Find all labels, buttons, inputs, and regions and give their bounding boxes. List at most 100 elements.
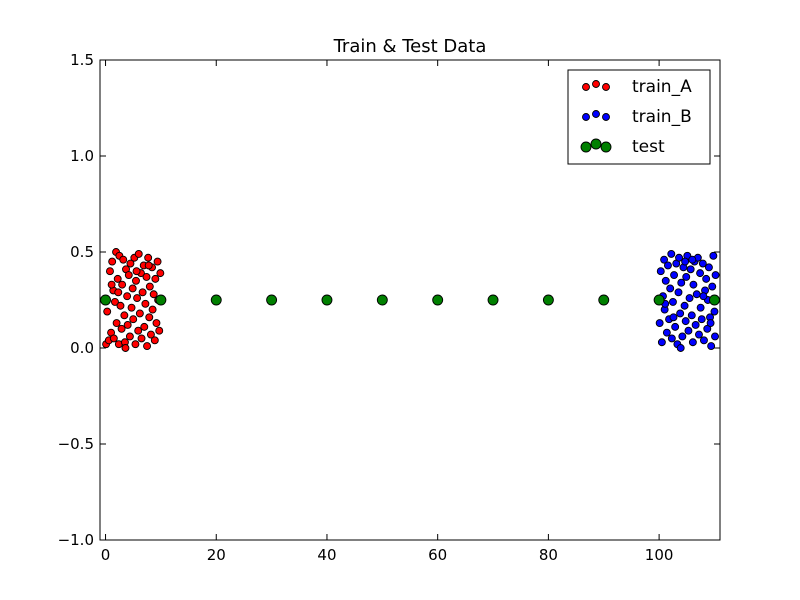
train_A-point: [119, 255, 128, 264]
x-tick-label: 20: [207, 546, 226, 564]
train_B-point: [684, 326, 693, 335]
legend-entry-test: test: [580, 137, 665, 157]
train_A-point: [113, 274, 122, 283]
test-point: [542, 294, 554, 306]
train_A-point: [128, 284, 137, 293]
train_B-point: [682, 273, 691, 281]
train_B-point: [691, 321, 700, 329]
series-test: [100, 294, 720, 306]
train_A-point: [120, 311, 129, 320]
train_B-point: [671, 322, 680, 331]
train_B-point: [657, 338, 666, 347]
train_A-point: [146, 330, 155, 339]
train_A-point: [108, 257, 117, 266]
train_B-point: [666, 284, 675, 293]
train_B-point: [685, 294, 694, 303]
train_B-point: [706, 319, 715, 327]
test-point: [376, 294, 388, 306]
train_A-point: [137, 334, 146, 343]
train_A-point: [141, 299, 150, 308]
train_B-point: [688, 338, 697, 347]
train_A-point: [140, 322, 149, 331]
y-tick-label: 1.0: [70, 147, 94, 165]
train_A-point: [132, 267, 141, 276]
train_A-point: [114, 288, 123, 297]
legend-label: test: [632, 137, 665, 157]
train_B-point: [676, 344, 685, 352]
y-axis: −1.0 −0.5 0.0 0.5 1.0 1.5: [58, 51, 720, 549]
train_B-point: [687, 311, 696, 320]
train_A-point: [148, 305, 157, 314]
train_A-point: [134, 249, 143, 258]
legend-entry-train_A: train_A: [582, 77, 692, 97]
train_B-point: [708, 282, 717, 291]
train_A-point: [106, 267, 114, 276]
train_B-point: [667, 249, 676, 258]
test-point: [653, 294, 665, 306]
x-tick-label: 80: [539, 546, 558, 564]
y-tick-label: 0.5: [70, 243, 94, 261]
chart-title: Train & Test Data: [333, 36, 487, 57]
train_B-point: [669, 313, 678, 322]
test-point: [266, 294, 278, 306]
test-point: [155, 294, 167, 306]
train_B-point: [676, 309, 685, 318]
train_A-point: [135, 309, 144, 318]
train_B-point: [688, 255, 697, 264]
train_B-point: [680, 301, 689, 310]
train_B-point: [681, 257, 690, 266]
train_B-point: [692, 290, 701, 299]
train_A-point: [126, 259, 135, 268]
test-point: [598, 294, 610, 306]
train_B-point: [702, 274, 711, 283]
train_A-point: [123, 321, 132, 329]
legend-box: [567, 69, 711, 165]
train_B-point: [686, 265, 695, 274]
plot-clip: [100, 248, 720, 352]
x-tick-label: 0: [101, 546, 111, 564]
train_B-point: [662, 328, 671, 337]
train_B-point: [670, 271, 679, 279]
train_A-point: [107, 280, 116, 289]
train_A-point: [144, 261, 153, 270]
legend-marker: [600, 141, 612, 153]
legend-marker: [602, 83, 610, 91]
train_B-point: [697, 315, 706, 324]
train_A-point: [145, 282, 154, 291]
x-tick-label: 100: [645, 546, 674, 564]
data-marks: [100, 248, 720, 352]
train_A-point: [109, 334, 118, 343]
train_A-point: [150, 336, 159, 345]
train_A-point: [143, 342, 152, 351]
train_A-point: [103, 307, 112, 316]
train_A-point: [133, 294, 142, 303]
legend-marker: [592, 110, 600, 118]
y-tick-label: 0.0: [70, 339, 94, 357]
train_B-point: [699, 292, 708, 301]
train_B-point: [699, 336, 708, 345]
test-point: [321, 294, 333, 306]
test-point: [709, 294, 720, 306]
train_B-point: [655, 319, 664, 327]
train_A-point: [144, 253, 153, 262]
train_B-point: [678, 332, 687, 341]
y-tick-label: −1.0: [58, 531, 94, 549]
train_A-point: [132, 276, 140, 285]
train_B-point: [696, 269, 705, 278]
train_A-point: [118, 280, 127, 289]
train_B-point: [710, 307, 719, 316]
train_A-point: [110, 297, 119, 306]
train_B-point: [689, 280, 698, 289]
train_B-point: [660, 255, 669, 264]
train_A-point: [125, 332, 134, 341]
train_A-point: [145, 313, 154, 322]
train_B-point: [704, 263, 713, 272]
train_B-point: [664, 261, 672, 270]
x-tick-label: 40: [317, 546, 336, 564]
legend-marker: [582, 113, 590, 121]
train_A-point: [123, 292, 132, 301]
train_A-point: [131, 340, 140, 349]
train_A-point: [142, 273, 151, 281]
